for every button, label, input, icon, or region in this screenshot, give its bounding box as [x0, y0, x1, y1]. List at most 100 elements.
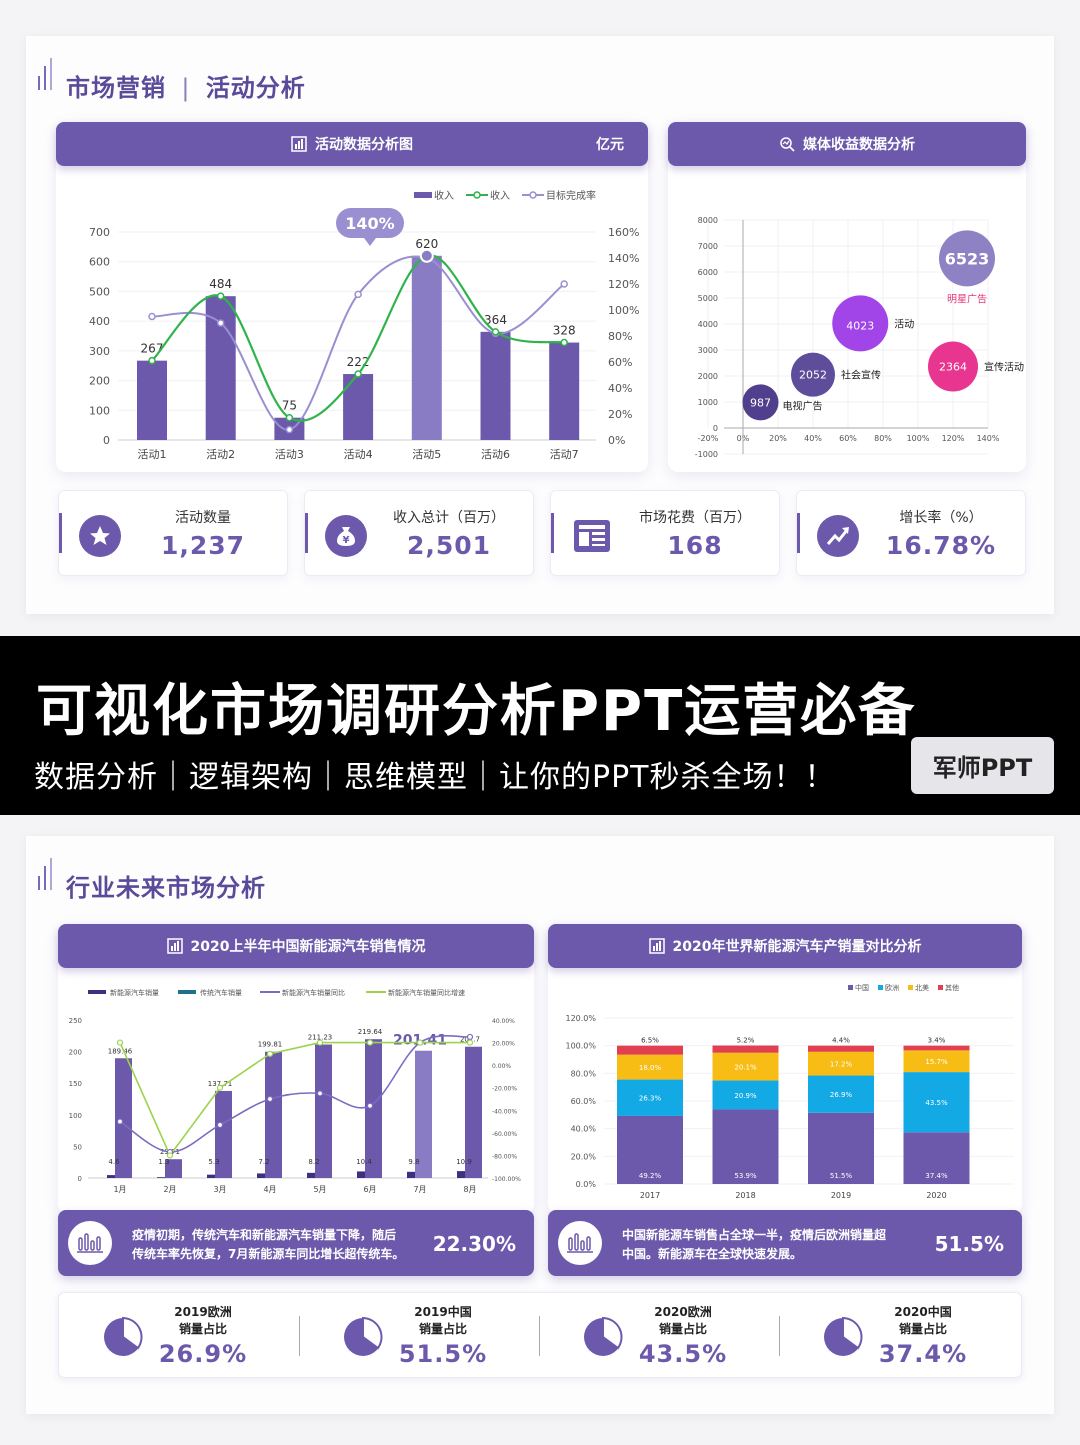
money-bag-icon: ¥ [325, 515, 367, 557]
y-tick-label: 400 [89, 315, 110, 328]
x-tick-label: 4月 [263, 1185, 276, 1194]
revenue-point [216, 292, 225, 300]
yoy-point [216, 1121, 224, 1129]
legend-label: 收入 [434, 189, 454, 202]
title-decoration [38, 858, 56, 890]
y2-tick-label: -60.00% [492, 1131, 517, 1138]
y-tick-label: -1000 [695, 450, 718, 459]
world-ev-header: 2020年世界新能源汽车产销量对比分析 [548, 924, 1022, 968]
slide1-title: 市场营销 | 活动分析 [66, 74, 306, 102]
small-value-label: 9.8 [408, 1158, 419, 1166]
pie-chart-icon [104, 1316, 143, 1356]
x-tick-label: 活动7 [550, 448, 579, 461]
stack-value-label: 15.7% [925, 1058, 948, 1066]
y-tick-label: 300 [89, 345, 110, 358]
title-decoration [38, 58, 56, 90]
legend-label: 新能源汽车销量 [110, 988, 159, 997]
revenue-point [148, 356, 156, 365]
y-tick-label: 100 [69, 1112, 82, 1120]
stat-divider [779, 1316, 780, 1356]
stack-value-label: 20.9% [734, 1092, 757, 1100]
bar-ice-5月 [315, 1044, 332, 1178]
kpi-label: 收入总计（百万） [393, 510, 505, 526]
world-ev-title: 2020年世界新能源汽车产销量对比分析 [672, 939, 922, 955]
y2-tick-label: 0% [608, 434, 625, 447]
bar-value-label: 484 [209, 277, 232, 291]
stack-北美-2019 [808, 1051, 874, 1076]
legend-label: 目标完成率 [546, 189, 596, 202]
stack-其他-2020 [903, 1045, 970, 1051]
y2-tick-label: -40.00% [492, 1108, 517, 1115]
note-text: 中国新能源车销售占全球一半，疫情后欧洲销量超 中国。新能源车在全球快速发展。 [622, 1228, 887, 1261]
bubble-电视广告 [742, 384, 779, 421]
kpi-accent-bar [551, 513, 554, 553]
growth-point [466, 1039, 474, 1046]
growth-point [366, 1039, 374, 1046]
legend-label: 欧洲 [885, 983, 899, 992]
y2-tick-label: 80% [608, 330, 632, 343]
bar-ev-7月 [407, 1171, 417, 1178]
legend-label: 其他 [945, 983, 959, 992]
y2-tick-label: 120% [608, 278, 639, 291]
y-tick-label: 60.0% [571, 1097, 597, 1106]
stack-欧洲-2018 [712, 1080, 779, 1110]
y2-tick-label: 20% [608, 408, 632, 421]
y-tick-label: 100 [89, 404, 110, 417]
y2-tick-label: -80.00% [492, 1153, 517, 1160]
stat-2019-europe: 2019欧洲 销量占比 26.9% [58, 1300, 298, 1370]
small-value-label: 10.4 [356, 1158, 372, 1166]
stat-2020-china: 2020中国 销量占比 37.4% [778, 1300, 1018, 1370]
y-tick-label: 80.0% [571, 1069, 597, 1078]
kpi-value: 1,237 [160, 531, 246, 560]
stat-label: 2019中国 销量占比 [414, 1305, 472, 1336]
legend-swatch [848, 985, 853, 990]
bar-ev-5月 [307, 1172, 317, 1178]
kpi-label: 市场花费（百万） [639, 510, 751, 526]
bar-value-label: 199.81 [258, 1041, 283, 1049]
x-tick-label: 2019 [831, 1191, 851, 1200]
banner-title: 可视化市场调研分析PPT运营必备 [36, 679, 917, 744]
legend-swatch [908, 985, 913, 990]
stat-2019-china: 2019中国 销量占比 51.5% [298, 1300, 538, 1370]
stack-其他-2018 [712, 1045, 779, 1053]
y-tick-label: 0 [103, 434, 110, 447]
ev-sales-title: 2020上半年中国新能源汽车销售情况 [190, 939, 426, 955]
bubble-活动 [832, 295, 889, 352]
x-tick-label: 5月 [313, 1185, 326, 1194]
brand-button[interactable]: 军师PPT [911, 737, 1054, 794]
stack-value-label: 17.2% [830, 1061, 853, 1069]
callout-bubble [336, 208, 404, 238]
stat-label: 2020欧洲 销量占比 [654, 1305, 712, 1336]
bar-活动1 [137, 360, 167, 440]
activity-chart-panel: 活动数据分析图 亿元 0 100 200 300 400 500 600 700 0% 20% 40… [56, 122, 648, 472]
bar-ice-6月 [365, 1039, 382, 1178]
completion-point [354, 290, 362, 299]
stack-value-label: 49.2% [639, 1172, 662, 1180]
yoy-point [366, 1102, 374, 1109]
magnifier-chart-icon [780, 137, 795, 152]
y-tick-label: 500 [89, 285, 110, 298]
legend-label: 新能源汽车销量同比增速 [388, 988, 465, 997]
kpi-card-growth-rate: 增长率（%） 16.78% [796, 490, 1026, 576]
completion-point [216, 319, 225, 327]
small-value-label: 8.2 [308, 1158, 319, 1166]
kpi-value: 2,501 [406, 531, 492, 560]
bubble-label: 活动 [894, 318, 914, 330]
x-tick-label: 60% [839, 434, 857, 443]
bar-ice-2月 [165, 1159, 182, 1178]
line-ev-yoy [119, 1035, 471, 1153]
stat-value: 26.9% [158, 1340, 248, 1368]
y-tick-label: 200 [89, 375, 110, 388]
yoy-point [466, 1033, 474, 1041]
bar-ice-1月 [115, 1058, 132, 1178]
y-tick-label: 0.0% [576, 1180, 597, 1189]
ev-sales-note: 疫情初期，传统汽车和新能源汽车销量下降，随后 传统车率先恢复，7月新能源车同比增长… [58, 1210, 534, 1276]
growth-point [416, 1039, 424, 1046]
trend-up-icon [817, 515, 859, 557]
revenue-point [285, 413, 294, 422]
y2-tick-label: 40.00% [492, 1018, 515, 1025]
activity-combo-chart: 0 100 200 300 400 500 600 700 0% 20% 40% 60% 80% 100%… [89, 189, 639, 461]
x-tick-label: 3月 [213, 1185, 226, 1194]
stack-value-label: 3.4% [928, 1037, 946, 1045]
kpi-accent-bar [797, 513, 800, 553]
